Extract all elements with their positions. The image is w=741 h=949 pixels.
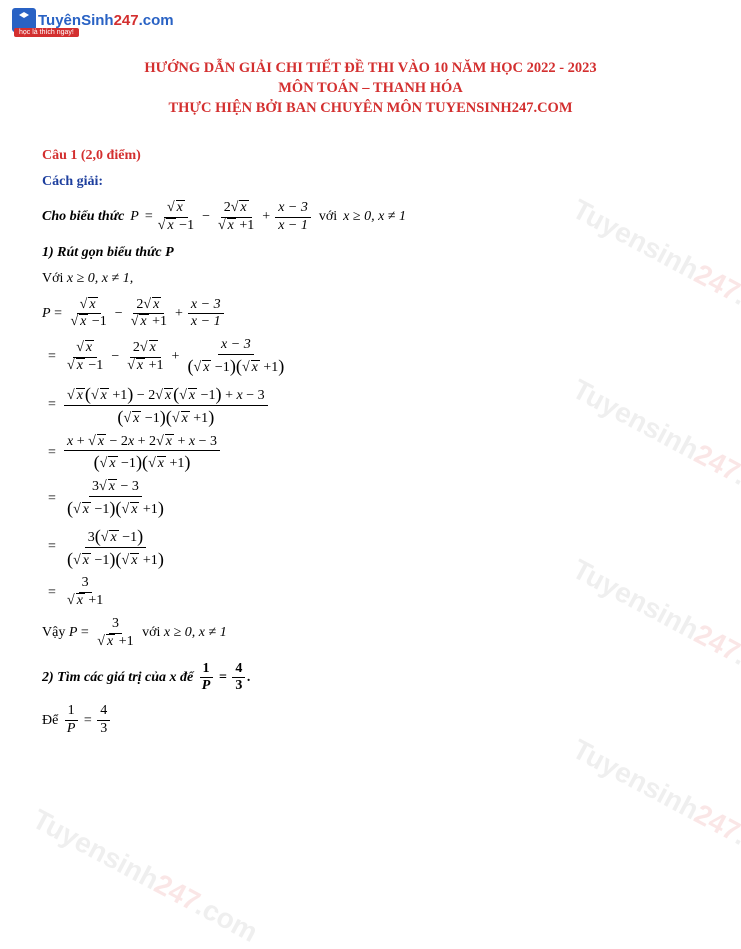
step-5: = 3√x − 3 (√x −1)(√x +1) bbox=[42, 479, 699, 519]
cond-with: với bbox=[319, 209, 337, 225]
title-line-1: HƯỚNG DẪN GIẢI CHI TIẾT ĐỀ THI VÀO 10 NĂ… bbox=[0, 60, 741, 77]
logo-part4: .com bbox=[139, 12, 174, 29]
logo-text: TuyênSinh247.com bbox=[38, 12, 174, 29]
watermark: Tuyensinh247.com bbox=[27, 803, 263, 949]
watermark: Tuyensinh247.com bbox=[567, 733, 741, 879]
cond-expr: x ≥ 0, x ≠ 1 bbox=[343, 209, 406, 225]
part2-label: 2) Tìm các giá trị của x để 1P = 43 . bbox=[42, 661, 699, 696]
frac-term2: 2√x √x +1 bbox=[215, 200, 257, 235]
frac-term3: x − 3 x − 1 bbox=[275, 200, 311, 235]
expression-definition: Cho biểu thức P= √x √x −1 − 2√x √x +1 + … bbox=[42, 200, 699, 235]
step-4: = x + √x − 2x + 2√x + x − 3 (√x −1)(√x +… bbox=[42, 434, 699, 474]
step-1: P = √x√x −1 − 2√x√x +1 + x − 3x − 1 bbox=[42, 297, 699, 332]
question-1-label: Câu 1 (2,0 điểm) bbox=[42, 148, 699, 164]
solution-label: Cách giải: bbox=[42, 174, 699, 190]
part1-with: Với x ≥ 0, x ≠ 1, bbox=[42, 271, 699, 287]
logo-part2: Sinh bbox=[81, 12, 114, 29]
document-body: Câu 1 (2,0 điểm) Cách giải: Cho biểu thứ… bbox=[0, 120, 741, 738]
step-6: = 3(√x −1) (√x −1)(√x +1) bbox=[42, 525, 699, 570]
result-line: Vậy P = 3 √x +1 với x ≥ 0, x ≠ 1 bbox=[42, 616, 699, 651]
logo-part1: Tuyên bbox=[38, 12, 81, 29]
title-line-3: THỰC HIỆN BỞI BAN CHUYÊN MÔN TUYENSINH24… bbox=[0, 100, 741, 117]
logo-part3: 247 bbox=[114, 12, 139, 29]
last-line: Để 1P = 43 bbox=[42, 703, 699, 738]
cho-label: Cho biểu thức bbox=[42, 209, 124, 225]
title-line-2: MÔN TOÁN – THANH HÓA bbox=[0, 80, 741, 97]
var-P: P bbox=[130, 209, 139, 225]
step-3: = √x(√x +1) − 2√x(√x −1) + x − 3 (√x −1)… bbox=[42, 383, 699, 428]
part1-label: 1) Rút gọn biểu thức P bbox=[42, 245, 699, 261]
frac-term1: √x √x −1 bbox=[155, 200, 197, 235]
step-7: = 3 √x +1 bbox=[42, 575, 699, 610]
logo-tagline: học là thích ngay! bbox=[14, 28, 79, 37]
step-2: = √x√x −1 − 2√x√x +1 + x − 3 (√x −1)(√x … bbox=[42, 337, 699, 377]
